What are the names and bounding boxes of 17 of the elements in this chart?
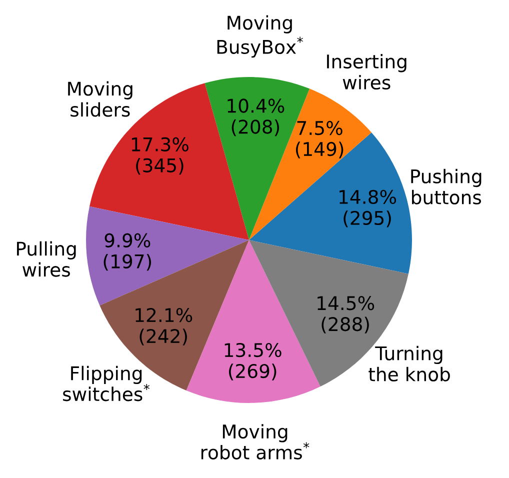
data-label: 14.8% (295) xyxy=(340,190,396,228)
data-label: 10.4% (208) xyxy=(228,98,284,136)
slice-label: Moving sliders xyxy=(68,81,132,117)
slice-label: Pushing buttons xyxy=(411,168,482,204)
slice-label: Moving robot arms$^{*}$ xyxy=(201,424,310,460)
data-label: 13.5% (269) xyxy=(224,342,282,380)
pie-slice xyxy=(86,206,249,306)
slice-label: Inserting wires xyxy=(327,54,406,90)
data-label: 17.3% (345) xyxy=(132,137,188,175)
slice-label: Flipping switches$^{*}$ xyxy=(63,366,150,402)
slice-label: Pulling wires xyxy=(17,241,76,277)
slice-label: Turning the knob xyxy=(368,346,450,382)
data-label: 12.1% (242) xyxy=(136,308,192,346)
data-label: 14.5% (288) xyxy=(318,296,374,334)
data-label: 9.9% (197) xyxy=(104,233,151,271)
data-label: 7.5% (149) xyxy=(296,120,344,158)
slice-label: Moving BusyBox$^{*}$ xyxy=(217,15,303,58)
